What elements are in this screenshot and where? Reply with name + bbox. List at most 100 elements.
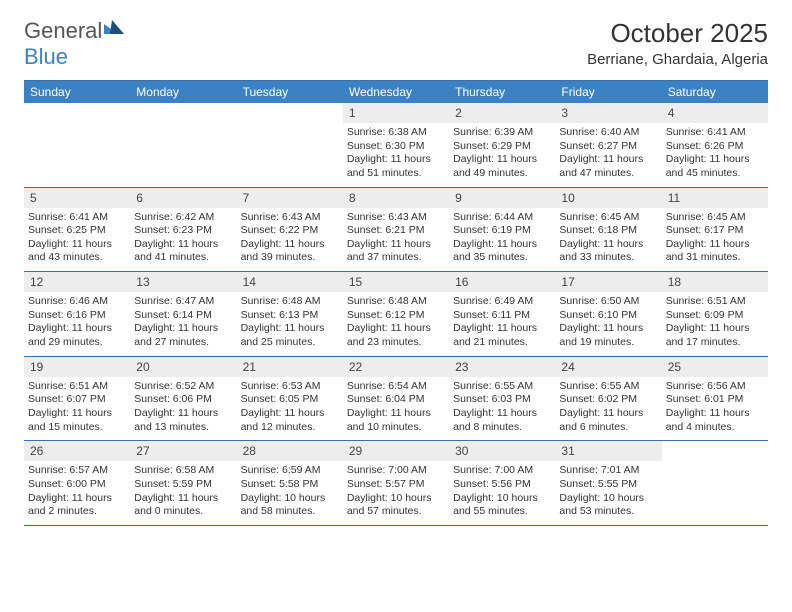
sunrise-text: Sunrise: 6:55 AM (559, 380, 657, 394)
sunset-text: Sunset: 6:13 PM (241, 309, 339, 323)
sunset-text: Sunset: 6:10 PM (559, 309, 657, 323)
daylight-text: Daylight: 11 hours and 35 minutes. (453, 238, 551, 265)
day-number: 20 (130, 357, 236, 377)
daylight-text: Daylight: 10 hours and 55 minutes. (453, 492, 551, 519)
sunset-text: Sunset: 6:22 PM (241, 224, 339, 238)
calendar-cell: 24Sunrise: 6:55 AMSunset: 6:02 PMDayligh… (555, 356, 661, 441)
day-number: 4 (662, 103, 768, 123)
daylight-text: Daylight: 11 hours and 15 minutes. (28, 407, 126, 434)
calendar-cell: 2Sunrise: 6:39 AMSunset: 6:29 PMDaylight… (449, 103, 555, 187)
calendar-cell: 14Sunrise: 6:48 AMSunset: 6:13 PMDayligh… (237, 272, 343, 357)
sunset-text: Sunset: 6:09 PM (666, 309, 764, 323)
calendar-cell: 25Sunrise: 6:56 AMSunset: 6:01 PMDayligh… (662, 356, 768, 441)
sunrise-text: Sunrise: 7:00 AM (453, 464, 551, 478)
calendar-cell: 12Sunrise: 6:46 AMSunset: 6:16 PMDayligh… (24, 272, 130, 357)
sunrise-text: Sunrise: 6:43 AM (347, 211, 445, 225)
day-number (24, 103, 130, 123)
day-number: 8 (343, 188, 449, 208)
sunset-text: Sunset: 5:58 PM (241, 478, 339, 492)
sunrise-text: Sunrise: 6:43 AM (241, 211, 339, 225)
calendar-cell: 16Sunrise: 6:49 AMSunset: 6:11 PMDayligh… (449, 272, 555, 357)
sunset-text: Sunset: 6:04 PM (347, 393, 445, 407)
sunrise-text: Sunrise: 6:59 AM (241, 464, 339, 478)
sunset-text: Sunset: 6:14 PM (134, 309, 232, 323)
sunset-text: Sunset: 6:05 PM (241, 393, 339, 407)
day-data: Sunrise: 6:43 AMSunset: 6:21 PMDaylight:… (343, 208, 449, 272)
day-header: Tuesday (237, 81, 343, 104)
sunrise-text: Sunrise: 6:40 AM (559, 126, 657, 140)
calendar-cell: 26Sunrise: 6:57 AMSunset: 6:00 PMDayligh… (24, 441, 130, 526)
sunrise-text: Sunrise: 6:48 AM (241, 295, 339, 309)
calendar-cell: 9Sunrise: 6:44 AMSunset: 6:19 PMDaylight… (449, 187, 555, 272)
day-data: Sunrise: 6:41 AMSunset: 6:25 PMDaylight:… (24, 208, 130, 272)
daylight-text: Daylight: 11 hours and 33 minutes. (559, 238, 657, 265)
day-number (130, 103, 236, 123)
calendar-cell: 5Sunrise: 6:41 AMSunset: 6:25 PMDaylight… (24, 187, 130, 272)
daylight-text: Daylight: 11 hours and 8 minutes. (453, 407, 551, 434)
daylight-text: Daylight: 11 hours and 39 minutes. (241, 238, 339, 265)
sunrise-text: Sunrise: 6:55 AM (453, 380, 551, 394)
day-data: Sunrise: 6:47 AMSunset: 6:14 PMDaylight:… (130, 292, 236, 356)
day-number: 15 (343, 272, 449, 292)
day-number: 19 (24, 357, 130, 377)
day-data: Sunrise: 6:48 AMSunset: 6:12 PMDaylight:… (343, 292, 449, 356)
sunset-text: Sunset: 6:17 PM (666, 224, 764, 238)
day-data: Sunrise: 6:55 AMSunset: 6:03 PMDaylight:… (449, 377, 555, 441)
sunset-text: Sunset: 6:21 PM (347, 224, 445, 238)
day-number: 28 (237, 441, 343, 461)
sunset-text: Sunset: 6:03 PM (453, 393, 551, 407)
day-data: Sunrise: 6:40 AMSunset: 6:27 PMDaylight:… (555, 123, 661, 187)
day-header: Friday (555, 81, 661, 104)
day-number: 3 (555, 103, 661, 123)
day-number: 22 (343, 357, 449, 377)
daylight-text: Daylight: 11 hours and 49 minutes. (453, 153, 551, 180)
location-text: Berriane, Ghardaia, Algeria (587, 51, 768, 68)
sunset-text: Sunset: 6:27 PM (559, 140, 657, 154)
day-data: Sunrise: 6:50 AMSunset: 6:10 PMDaylight:… (555, 292, 661, 356)
sunrise-text: Sunrise: 6:50 AM (559, 295, 657, 309)
sunset-text: Sunset: 5:56 PM (453, 478, 551, 492)
sunrise-text: Sunrise: 6:45 AM (559, 211, 657, 225)
calendar-cell (662, 441, 768, 526)
sunset-text: Sunset: 6:02 PM (559, 393, 657, 407)
sunrise-text: Sunrise: 7:01 AM (559, 464, 657, 478)
day-data: Sunrise: 6:59 AMSunset: 5:58 PMDaylight:… (237, 461, 343, 525)
daylight-text: Daylight: 10 hours and 58 minutes. (241, 492, 339, 519)
daylight-text: Daylight: 11 hours and 45 minutes. (666, 153, 764, 180)
calendar-cell: 30Sunrise: 7:00 AMSunset: 5:56 PMDayligh… (449, 441, 555, 526)
sunrise-text: Sunrise: 6:49 AM (453, 295, 551, 309)
daylight-text: Daylight: 11 hours and 4 minutes. (666, 407, 764, 434)
day-data: Sunrise: 6:54 AMSunset: 6:04 PMDaylight:… (343, 377, 449, 441)
sunrise-text: Sunrise: 6:45 AM (666, 211, 764, 225)
day-header: Sunday (24, 81, 130, 104)
day-number: 16 (449, 272, 555, 292)
daylight-text: Daylight: 11 hours and 37 minutes. (347, 238, 445, 265)
day-data: Sunrise: 6:41 AMSunset: 6:26 PMDaylight:… (662, 123, 768, 187)
calendar-cell: 7Sunrise: 6:43 AMSunset: 6:22 PMDaylight… (237, 187, 343, 272)
calendar-cell: 20Sunrise: 6:52 AMSunset: 6:06 PMDayligh… (130, 356, 236, 441)
calendar-cell: 3Sunrise: 6:40 AMSunset: 6:27 PMDaylight… (555, 103, 661, 187)
daylight-text: Daylight: 11 hours and 21 minutes. (453, 322, 551, 349)
sunset-text: Sunset: 6:01 PM (666, 393, 764, 407)
day-header: Wednesday (343, 81, 449, 104)
sunrise-text: Sunrise: 6:58 AM (134, 464, 232, 478)
day-data: Sunrise: 6:51 AMSunset: 6:07 PMDaylight:… (24, 377, 130, 441)
day-data: Sunrise: 6:46 AMSunset: 6:16 PMDaylight:… (24, 292, 130, 356)
day-data: Sunrise: 6:38 AMSunset: 6:30 PMDaylight:… (343, 123, 449, 187)
calendar-cell: 21Sunrise: 6:53 AMSunset: 6:05 PMDayligh… (237, 356, 343, 441)
day-data: Sunrise: 6:45 AMSunset: 6:18 PMDaylight:… (555, 208, 661, 272)
calendar-cell: 22Sunrise: 6:54 AMSunset: 6:04 PMDayligh… (343, 356, 449, 441)
daylight-text: Daylight: 11 hours and 51 minutes. (347, 153, 445, 180)
sunrise-text: Sunrise: 6:57 AM (28, 464, 126, 478)
sunrise-text: Sunrise: 6:44 AM (453, 211, 551, 225)
sunset-text: Sunset: 5:57 PM (347, 478, 445, 492)
sunrise-text: Sunrise: 6:51 AM (28, 380, 126, 394)
sunset-text: Sunset: 6:12 PM (347, 309, 445, 323)
title-block: October 2025 Berriane, Ghardaia, Algeria (587, 18, 768, 68)
sunrise-text: Sunrise: 6:41 AM (666, 126, 764, 140)
sunset-text: Sunset: 6:00 PM (28, 478, 126, 492)
day-number: 25 (662, 357, 768, 377)
daylight-text: Daylight: 11 hours and 17 minutes. (666, 322, 764, 349)
day-number: 21 (237, 357, 343, 377)
sunrise-text: Sunrise: 6:41 AM (28, 211, 126, 225)
